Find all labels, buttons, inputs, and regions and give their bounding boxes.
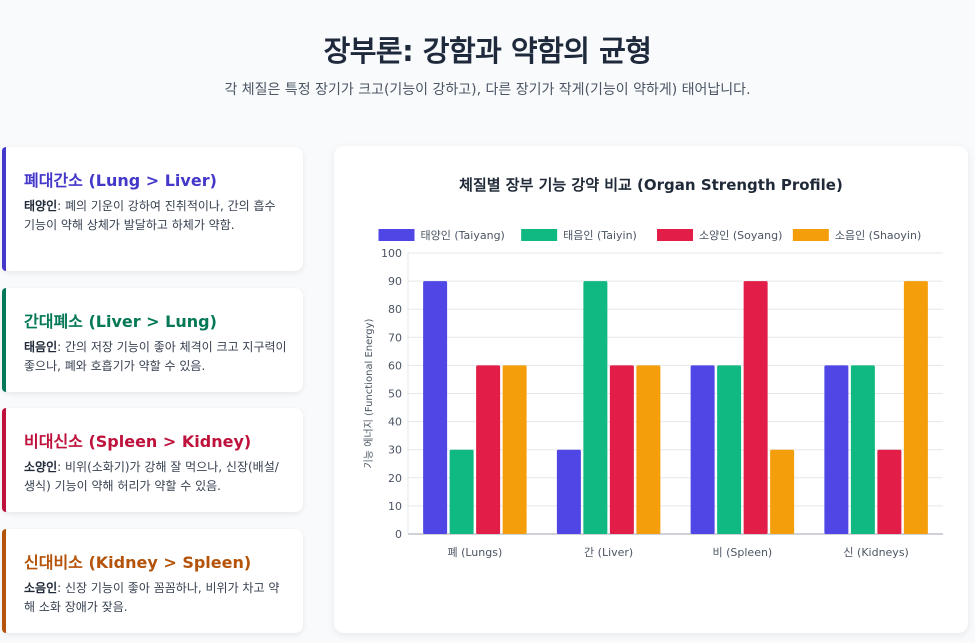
card-description: : 폐의 기운이 강하여 진취적이나, 간의 흡수 기능이 약해 상체가 발달하… [24, 199, 276, 232]
bar [609, 365, 634, 534]
legend-swatch [792, 229, 829, 241]
y-tick-label: 90 [388, 275, 402, 288]
y-tick-label: 70 [388, 331, 402, 344]
bar [423, 281, 448, 534]
x-tick-label: 간 (Liver) [584, 546, 633, 559]
card-title: 폐대간소 (Lung > Liver) [24, 171, 217, 190]
constitution-card-soyang: 비대신소 (Spleen > Kidney) 소양인: 비위(소화기)가 강해 … [2, 408, 303, 512]
bar [903, 281, 928, 534]
y-tick-label: 10 [388, 500, 402, 513]
y-tick-label: 0 [395, 528, 402, 541]
bar [690, 365, 715, 534]
y-tick-label: 30 [388, 444, 402, 457]
bar [770, 449, 795, 534]
constitution-card-shaoyin: 신대비소 (Kidney > Spleen) 소음인: 신장 기능이 좋아 꼼꼼… [2, 529, 303, 633]
card-label: 태양인 [24, 199, 58, 213]
bar [449, 449, 474, 534]
bar [850, 365, 875, 534]
card-title: 비대신소 (Spleen > Kidney) [24, 432, 252, 451]
chart-panel: 체질별 장부 기능 강약 비교 (Organ Strength Profile)… [334, 146, 968, 633]
y-tick-label: 100 [381, 247, 402, 260]
y-tick-label: 50 [388, 388, 402, 401]
card-description: : 신장 기능이 좋아 꼼꼼하나, 비위가 차고 약해 소화 장애가 잦음. [24, 581, 280, 614]
card-text: 소음인: 신장 기능이 좋아 꼼꼼하나, 비위가 차고 약해 소화 장애가 잦음… [24, 579, 289, 617]
y-tick-label: 60 [388, 359, 402, 372]
card-text: 태음인: 간의 저장 기능이 좋아 체격이 크고 지구력이 좋으나, 폐와 호흡… [24, 338, 289, 376]
constitution-card-taiyin: 간대폐소 (Liver > Lung) 태음인: 간의 저장 기능이 좋아 체격… [2, 288, 303, 392]
bar [743, 281, 768, 534]
bar [502, 365, 527, 534]
x-tick-label: 폐 (Lungs) [447, 546, 502, 559]
page-subtitle: 각 체질은 특정 장기가 크고(기능이 강하고), 다른 장기가 작게(기능이 … [224, 82, 751, 98]
card-title: 신대비소 (Kidney > Spleen) [24, 553, 252, 572]
bar [583, 281, 608, 534]
y-tick-label: 80 [388, 303, 402, 316]
card-description: : 간의 저장 기능이 좋아 체격이 크고 지구력이 좋으나, 폐와 호흡기가 … [24, 340, 287, 373]
bar [717, 365, 742, 534]
bar [636, 365, 661, 534]
y-tick-label: 40 [388, 416, 402, 429]
card-description: : 비위(소화기)가 강해 잘 먹으나, 신장(배설/생식) 기능이 약해 허리… [24, 460, 279, 493]
constitution-card-taiyang: 폐대간소 (Lung > Liver) 태양인: 폐의 기운이 강하여 진취적이… [2, 147, 303, 271]
card-label: 소양인 [24, 460, 58, 474]
legend-swatch [521, 229, 558, 241]
card-text: 태양인: 폐의 기운이 강하여 진취적이나, 간의 흡수 기능이 약해 상체가 … [24, 197, 289, 235]
y-tick-label: 20 [388, 472, 402, 485]
page-title: 장부론: 강함과 약함의 균형 [323, 34, 652, 68]
chart-title: 체질별 장부 기능 강약 비교 (Organ Strength Profile) [459, 176, 843, 194]
bar [476, 365, 501, 534]
legend-label: 태음인 (Taiyin) [563, 229, 637, 242]
x-tick-label: 비 (Spleen) [713, 546, 773, 559]
legend-label: 소음인 (Shaoyin) [835, 229, 921, 242]
legend-swatch [378, 229, 415, 241]
card-text: 소양인: 비위(소화기)가 강해 잘 먹으나, 신장(배설/생식) 기능이 약해… [24, 458, 289, 496]
card-title: 간대폐소 (Liver > Lung) [24, 312, 217, 331]
card-label: 태음인 [24, 340, 58, 354]
legend-swatch [657, 229, 693, 241]
legend-label: 태양인 (Taiyang) [421, 229, 505, 242]
organ-strength-chart: 체질별 장부 기능 강약 비교 (Organ Strength Profile)… [363, 176, 943, 559]
bar [824, 365, 849, 534]
bar [877, 449, 902, 534]
bar [556, 449, 581, 534]
legend-label: 소양인 (Soyang) [699, 229, 782, 242]
card-label: 소음인 [24, 581, 58, 595]
x-tick-label: 신 (Kidneys) [843, 546, 908, 559]
y-axis-label: 기능 에너지 (Functional Energy) [363, 319, 375, 469]
